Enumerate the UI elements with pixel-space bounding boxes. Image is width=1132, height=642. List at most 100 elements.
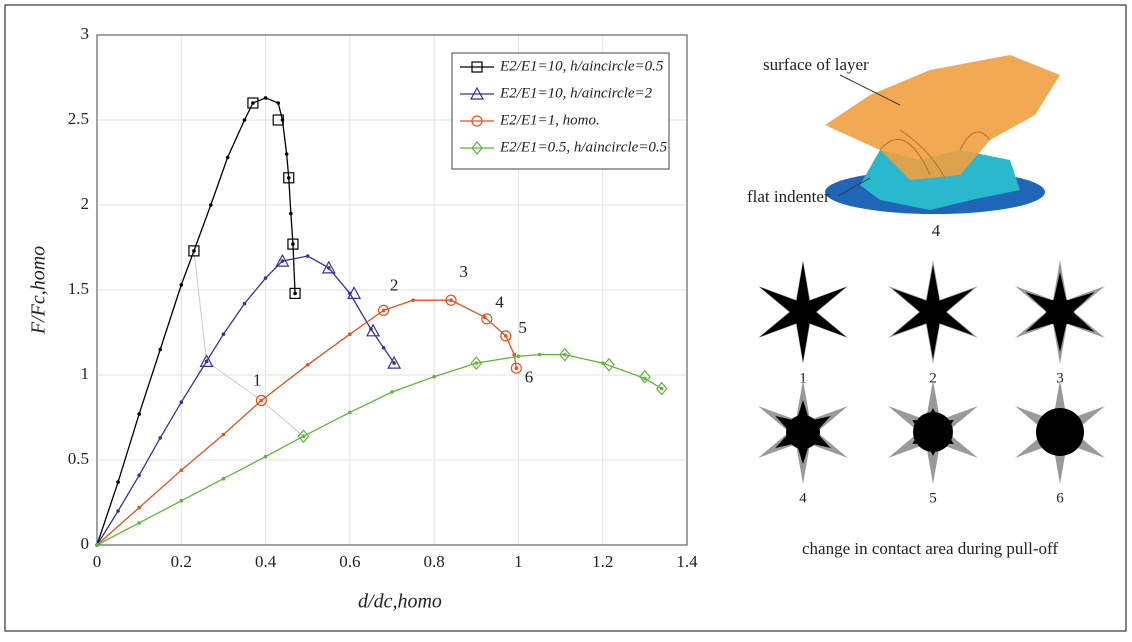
point [600, 361, 605, 365]
point [137, 521, 141, 525]
point [137, 412, 141, 416]
point [208, 203, 213, 207]
annotation: 1 [253, 371, 262, 390]
contact-core [786, 415, 820, 449]
x-tick-label: 1.4 [676, 552, 698, 571]
x-tick-label: 0 [93, 552, 102, 571]
point [259, 398, 264, 403]
point [474, 361, 479, 365]
stage-label: 4 [799, 490, 807, 506]
stage-label: 2 [929, 370, 937, 386]
point [221, 332, 226, 337]
point [411, 298, 415, 303]
legend-marker [469, 86, 485, 100]
surface-label: surface of layer [763, 55, 869, 74]
x-tick-label: 0.2 [171, 552, 192, 571]
marker [347, 286, 362, 299]
marker [559, 347, 571, 362]
marker [366, 323, 381, 337]
stage-label: 1 [799, 370, 807, 386]
point [562, 352, 567, 357]
point [514, 366, 519, 371]
point [305, 254, 310, 258]
marker [655, 381, 668, 396]
y-tick-label: 1 [81, 364, 90, 383]
point [348, 410, 352, 415]
marker [321, 260, 336, 274]
point [503, 334, 508, 338]
point [381, 346, 386, 350]
point [263, 96, 268, 100]
stage-label: 6 [1056, 490, 1064, 506]
point [432, 374, 436, 379]
legend-marker [471, 115, 483, 127]
series-line [96, 255, 395, 546]
point [179, 499, 184, 503]
point [263, 454, 268, 459]
marker [510, 362, 522, 374]
marker [283, 172, 295, 184]
annotation: 3 [459, 262, 468, 281]
annotation: 4 [495, 293, 504, 312]
marker [287, 238, 299, 250]
point [659, 386, 664, 391]
marker [639, 369, 651, 384]
x-tick-label: 1 [514, 552, 523, 571]
contact-star [759, 262, 847, 362]
annotation: 2 [390, 276, 399, 295]
marker [255, 394, 267, 407]
y-tick-label: 3 [81, 24, 90, 43]
contact-core [1036, 408, 1084, 456]
y-tick-label: 2.5 [68, 109, 89, 128]
point [286, 176, 291, 180]
point [643, 376, 647, 381]
contact-core [913, 412, 953, 452]
contact-core [1046, 298, 1074, 326]
stage-label: 3 [1056, 370, 1064, 386]
view-label: 4 [932, 221, 941, 240]
y-tick-label: 0.5 [68, 449, 89, 468]
x-tick-label: 1.2 [592, 552, 613, 571]
tie-line [193, 250, 304, 437]
point [116, 480, 120, 484]
legend-label: E2/E1=10, h/aincircle=0.5 [499, 58, 664, 74]
legend-box [451, 52, 670, 170]
marker [272, 114, 284, 126]
contact-star [892, 265, 974, 359]
marker [445, 294, 457, 306]
point [512, 352, 517, 357]
stage-label: 5 [929, 490, 937, 506]
point [158, 436, 163, 440]
point [381, 308, 386, 313]
marker [289, 287, 301, 299]
point [390, 390, 394, 394]
point [179, 283, 184, 287]
point [348, 332, 352, 337]
inset-caption: change in contact area during pull-off [802, 539, 1058, 558]
point [284, 152, 289, 156]
point [158, 347, 163, 352]
y-axis-label: F/Fc,homo [28, 246, 50, 335]
y-tick-label: 0 [81, 534, 90, 553]
point [221, 476, 226, 481]
annotation: 5 [518, 318, 527, 337]
point [280, 259, 285, 263]
point [301, 434, 306, 439]
point [242, 118, 247, 122]
marker [603, 357, 615, 372]
x-tick-label: 0.8 [424, 552, 445, 571]
marker [500, 330, 512, 342]
point [291, 242, 295, 246]
legend-marker [471, 141, 483, 155]
point [116, 509, 120, 513]
marker [481, 313, 493, 325]
point [204, 359, 209, 364]
marker [247, 97, 259, 109]
annotation: 6 [525, 367, 534, 386]
marker [188, 245, 200, 257]
point [179, 468, 184, 473]
series-line [96, 97, 296, 546]
point [137, 473, 141, 478]
point [289, 211, 293, 216]
